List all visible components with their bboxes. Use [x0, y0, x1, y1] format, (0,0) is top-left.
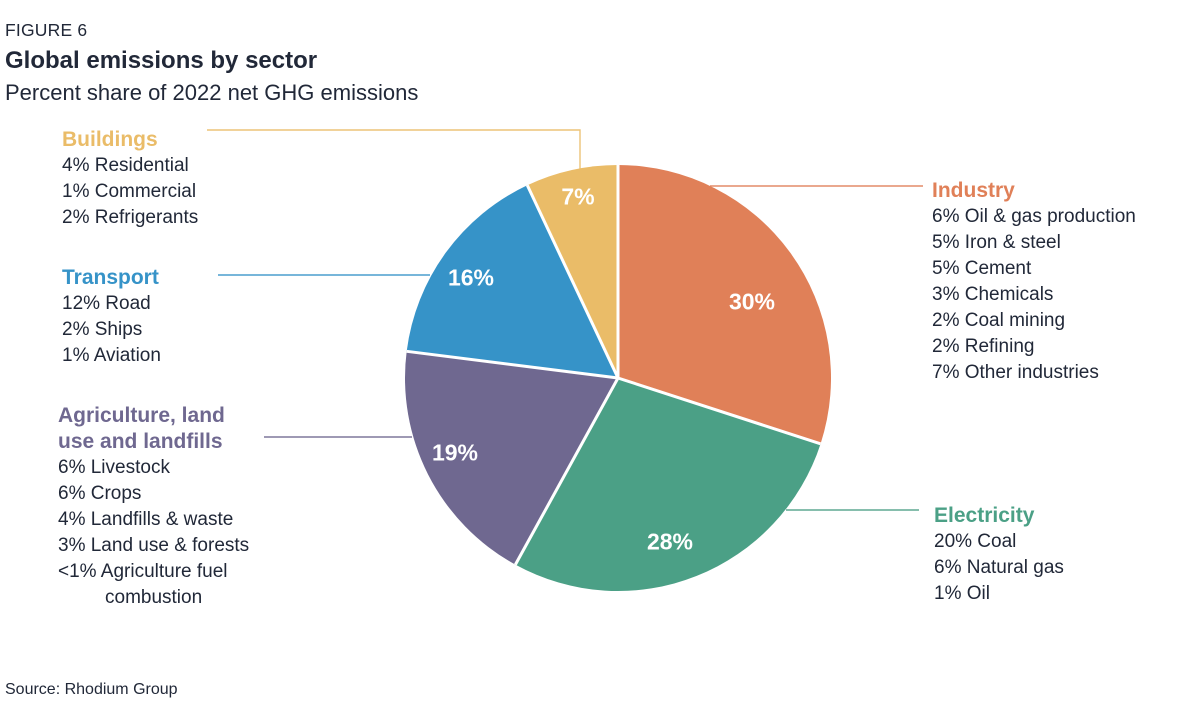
legend-items-agriculture: 6% Livestock 6% Crops 4% Landfills & waste…	[58, 455, 290, 611]
slice-separator	[617, 376, 822, 446]
legend-items-electricity: 20% Coal 6% Natural gas 1% Oil	[934, 529, 1064, 607]
leader-line-buildings	[207, 129, 581, 171]
legend-items-industry: 6% Oil & gas production 5% Iron & steel 5%…	[932, 204, 1136, 386]
legend-title-line: Agriculture, land	[58, 404, 225, 427]
legend-item: 2% Ships	[62, 319, 143, 340]
legend-title-line: use and landfills	[58, 430, 223, 453]
legend-title-line: Industry	[932, 179, 1015, 202]
legend-item: 5% Cement	[932, 258, 1032, 279]
slice-separator	[514, 377, 620, 566]
legend-item: 6% Livestock	[58, 457, 170, 478]
legend-title-transport: Transport	[62, 265, 161, 291]
legend-title-electricity: Electricity	[934, 503, 1064, 529]
legend-buildings: Buildings 4% Residential 1% Commercial 2% …	[62, 127, 198, 231]
chart-subtitle: Percent share of 2022 net GHG emissions	[5, 80, 419, 105]
pie-slice-agriculture-land-use-and-landfills	[405, 351, 618, 565]
slice-value-label-industry: 30%	[728, 288, 776, 315]
legend-title-line: Buildings	[62, 128, 158, 151]
legend-item: 6% Oil & gas production	[932, 206, 1136, 227]
legend-item: 5% Iron & steel	[932, 232, 1061, 253]
legend-item: <1% Agriculture fuel combustion	[58, 561, 228, 608]
legend-item: 2% Refrigerants	[62, 207, 199, 228]
legend-electricity: Electricity 20% Coal 6% Natural gas 1% Oil	[934, 503, 1064, 607]
slice-value-label-buildings: 7%	[561, 183, 595, 210]
source-note: Source: Rhodium Group	[5, 681, 178, 698]
legend-transport: Transport 12% Road 2% Ships 1% Aviation	[62, 265, 161, 369]
pie-slice-buildings	[527, 165, 618, 378]
legend-title-agriculture: Agriculture, land use and landfills	[58, 403, 290, 455]
legend-item: 3% Land use & forests	[58, 535, 250, 556]
slice-value-label-electricity: 28%	[646, 528, 694, 555]
chart-title: Global emissions by sector	[5, 47, 318, 74]
legend-title-line: Electricity	[934, 504, 1035, 527]
legend-item: 20% Coal	[934, 531, 1017, 552]
legend-items-buildings: 4% Residential 1% Commercial 2% Refrigeran…	[62, 153, 198, 231]
legend-title-line: Transport	[62, 266, 159, 289]
legend-item: 1% Oil	[934, 583, 990, 604]
legend-item: 2% Refining	[932, 336, 1035, 357]
legend-item: 2% Coal mining	[932, 310, 1066, 331]
slice-separator	[406, 349, 619, 380]
legend-items-transport: 12% Road 2% Ships 1% Aviation	[62, 291, 161, 369]
legend-item: 1% Aviation	[62, 345, 161, 366]
legend-agriculture: Agriculture, land use and landfills 6% Li…	[58, 403, 290, 611]
legend-item: 6% Crops	[58, 483, 142, 504]
slice-value-label-transport: 16%	[447, 264, 495, 291]
legend-item: 1% Commercial	[62, 181, 197, 202]
legend-item: 7% Other industries	[932, 362, 1099, 383]
legend-industry: Industry 6% Oil & gas production 5% Iron …	[932, 178, 1136, 386]
legend-item: 12% Road	[62, 293, 151, 314]
legend-item: 4% Residential	[62, 155, 189, 176]
pie-slice-transport	[406, 185, 618, 378]
pie-slice-electricity	[515, 378, 821, 591]
legend-item: 4% Landfills & waste	[58, 509, 234, 530]
slice-separator	[525, 184, 620, 379]
slice-value-label-agriculture-land-use-and-landfills: 19%	[431, 439, 479, 466]
legend-item: 3% Chemicals	[932, 284, 1054, 305]
pie-slice-industry	[618, 165, 831, 444]
figure-label: FIGURE 6	[5, 20, 88, 40]
legend-title-industry: Industry	[932, 178, 1136, 204]
legend-item: 6% Natural gas	[934, 557, 1064, 578]
legend-title-buildings: Buildings	[62, 127, 198, 153]
